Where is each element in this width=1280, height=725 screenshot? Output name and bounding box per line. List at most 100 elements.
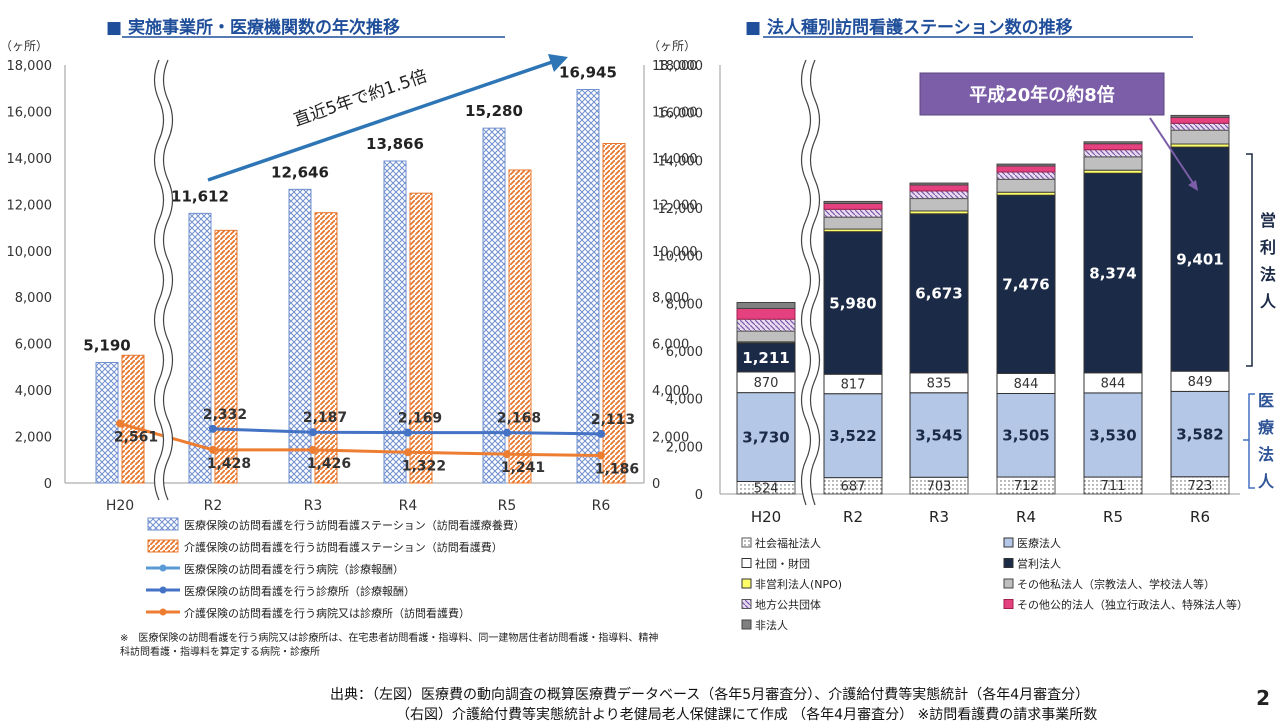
stack-segment-label: 1,211 (742, 349, 789, 367)
left-x-tick-label: R6 (592, 498, 611, 514)
care-clinic-label: 1,241 (501, 460, 545, 476)
left-legend: 医療保険の訪問看護を行う訪問看護ステーション（訪問看護療養費） 介護保険の訪問看護… (146, 517, 525, 620)
stack-segment-label: 703 (927, 479, 952, 494)
stack-segment-label: 712 (1014, 479, 1039, 494)
clinic-point (209, 424, 217, 433)
right-axis-break-line (800, 59, 812, 506)
stack-segment (1170, 116, 1230, 124)
bar-station-medical-label: 13,866 (366, 135, 424, 153)
stack-segment (1170, 122, 1230, 131)
stack-segment-label: 849 (1188, 375, 1213, 390)
legend-label: 医療保険の訪問看護を行う病院（診療報酬） (184, 562, 404, 576)
bar-station-care (409, 192, 433, 484)
right-y-tick-label: 4,000 (666, 393, 703, 408)
clinic-label: 2,187 (303, 410, 347, 426)
legend-line-marker (159, 608, 167, 616)
bracket-medical-label: 医療法人 (1258, 391, 1275, 491)
left-y2-tick-label: 14,000 (652, 152, 698, 167)
stack-segment (736, 392, 796, 483)
legend-label: 医療保険の訪問看護を行う訪問看護ステーション（訪問看護療養費） (184, 518, 525, 532)
vertical-char: 療 (1258, 418, 1275, 437)
left-axis-group: 0 0 2,000 2,000 4,000 4,000 6,000 6,000 8,000 8,0… (7, 59, 698, 492)
care-clinic-label: 1,426 (307, 456, 351, 472)
legend-line-marker (159, 586, 167, 594)
clinic-label: 2,168 (497, 411, 541, 427)
left-y-tick-label: 18,000 (7, 59, 53, 74)
left-x-tick-label: R3 (304, 498, 323, 514)
left-y2-tick-label: 6,000 (652, 338, 689, 353)
left-lines-group (116, 419, 605, 460)
right-legend-swatch (741, 537, 752, 548)
left-y-unit: （ヶ所） (0, 39, 48, 53)
vertical-char: 人 (1258, 472, 1275, 491)
stack-segment (996, 392, 1056, 478)
left-y-tick-label: 0 (44, 477, 52, 492)
callout-box (919, 72, 1165, 116)
right-legend-swatch (1003, 558, 1014, 568)
right-bars-group (736, 114, 1230, 495)
bar-station-medical (95, 361, 119, 484)
bar-station-care (314, 212, 338, 484)
footnote: ※ 医療保険の訪問看護を行う病院又は診療所は、在宅患者訪問看護・指導料、同一建物… (120, 633, 659, 658)
vertical-char: 人 (1260, 292, 1277, 311)
stack-segment-label: 5,980 (829, 294, 876, 312)
stack-segment (909, 182, 969, 186)
right-axis-group: 0 2,000 4,000 6,000 8,000 10,000 12,000 14,000 1… (658, 59, 1240, 503)
legend-label: 医療保険の訪問看護を行う診療所（診療報酬） (184, 584, 415, 598)
left-y-tick-label: 2,000 (15, 431, 52, 446)
bar-station-medical (188, 212, 212, 484)
stack-segment-label: 3,582 (1176, 425, 1223, 443)
bar-station-medical-label: 11,612 (171, 187, 229, 205)
stack-segment (1083, 143, 1143, 151)
left-y-tick-label: 14,000 (7, 152, 53, 167)
right-legend-swatch (1003, 537, 1014, 548)
legend-line-marker (159, 564, 167, 572)
stack-segment-label: 844 (1101, 377, 1126, 392)
bar-station-medical (576, 88, 600, 484)
right-y-tick-label: 10,000 (658, 250, 704, 265)
right-x-tick-label: R4 (1016, 508, 1036, 526)
right-x-tick-label: R3 (929, 508, 949, 526)
care-clinic-label: 2,561 (114, 430, 158, 446)
stack-segment-label: 870 (754, 376, 779, 391)
clinic-point (309, 428, 317, 437)
stack-segment (736, 342, 796, 373)
left-labels-group: H20 R2 R3 R4 R5 R6 5,190 11,612 12,646 13,866 15,2… (83, 63, 639, 514)
stack-segment-label: 711 (1101, 479, 1126, 494)
callout-pointer-head (1188, 180, 1198, 191)
legend-label: 介護保険の訪問看護を行う訪問看護ステーション（訪問看護費） (184, 540, 503, 554)
care-clinic-point (309, 445, 317, 454)
right-axis-break-line-2 (809, 59, 821, 506)
trend-label: 直近5年で約1.5倍 (291, 66, 430, 130)
left-axis-break (154, 58, 172, 502)
clinic-label: 2,113 (591, 412, 635, 428)
stack-segment (1170, 129, 1230, 145)
stack-segment (823, 216, 883, 230)
bar-station-medical (383, 160, 407, 484)
source-line-2: （右図）介護給付費等実態統計より老健局老人保健課にて作成 （各年4月審査分） ※… (396, 707, 1098, 723)
vertical-char: 営 (1260, 211, 1276, 230)
stack-segment (823, 208, 883, 218)
bar-station-care (602, 142, 626, 484)
right-legend-label: 社会福祉法人 (755, 536, 821, 550)
right-x-tick-label: R5 (1103, 508, 1123, 526)
left-y2-tick-label: 10,000 (652, 245, 698, 260)
care-clinic-point (404, 448, 412, 457)
left-y2-tick-label: 8,000 (652, 291, 689, 306)
clinic-point (503, 428, 511, 437)
stack-segment (909, 190, 969, 200)
bracket-for-profit (1246, 153, 1253, 367)
stack-segment (909, 184, 969, 192)
stack-segment (996, 165, 1056, 173)
bar-station-care (121, 354, 145, 484)
vertical-char: 利 (1260, 238, 1276, 257)
source-line-1: 出典：（左図）医療費の動向調査の概算医療費データベース（各年5月審査分）、介護給… (330, 687, 1090, 703)
bar-station-medical (288, 188, 312, 484)
right-legend-label: その他私法人（宗教法人、学校法人等） (1017, 577, 1215, 591)
right-y-tick-label: 14,000 (658, 154, 704, 169)
bar-station-medical-label: 15,280 (465, 102, 523, 120)
left-y2-tick-label: 18,000 (652, 59, 698, 74)
bar-station-medical-label: 12,646 (271, 163, 329, 181)
stack-segment (1083, 156, 1143, 171)
